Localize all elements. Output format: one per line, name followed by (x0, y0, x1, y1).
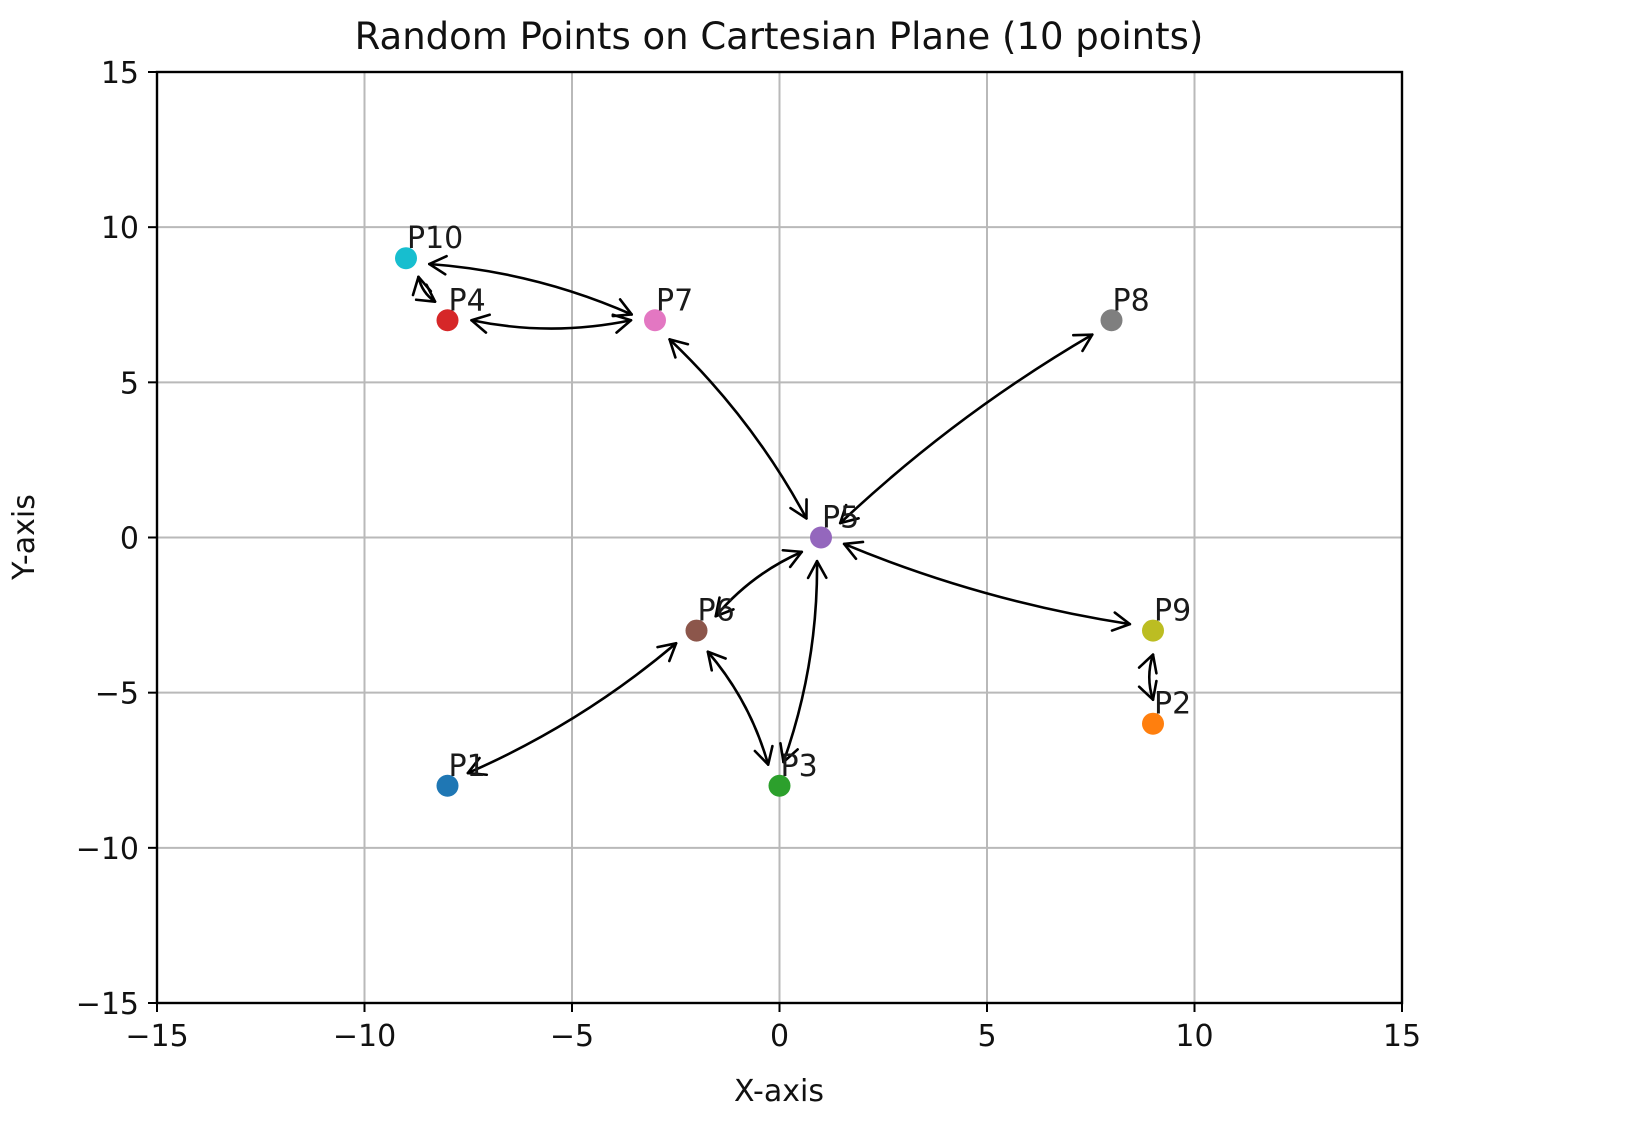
point-p3 (768, 774, 791, 797)
point-label-p1: P1 (449, 749, 486, 784)
arrow-p8-p5 (838, 333, 1094, 525)
arrow-head (1071, 333, 1094, 353)
point-label-p10: P10 (407, 221, 463, 256)
arrow-p3-p5 (782, 559, 819, 764)
point-p9 (1142, 619, 1164, 642)
point-label-p3: P3 (781, 749, 818, 784)
arrow-head (470, 313, 491, 334)
arrow-head (706, 650, 727, 672)
x-tick-label: −5 (550, 1019, 594, 1054)
axis-ticks: −15 −10 −5 0 5 10 15 −15 −10 −5 0 5 10 15 (76, 56, 1421, 1054)
point-p5 (810, 526, 832, 549)
point-label-p6: P6 (698, 594, 735, 629)
y-tick-label: −15 (76, 987, 139, 1022)
arrow-head (714, 596, 735, 618)
arrow-head (1110, 611, 1132, 632)
arrow-head (753, 744, 774, 766)
arrow-head (842, 540, 865, 561)
arrow-p1-p6 (466, 641, 678, 775)
point-label-p2: P2 (1154, 687, 1191, 722)
y-tick-label: 5 (120, 366, 139, 401)
arrow-head (838, 503, 860, 525)
x-tick-label: 5 (977, 1019, 996, 1054)
arrow-head (789, 498, 808, 520)
arrow-head (411, 275, 433, 297)
arrow-p6-p3 (706, 650, 770, 766)
point-p2 (1142, 712, 1164, 735)
point-p4 (436, 309, 459, 332)
x-tick-label: −10 (333, 1019, 396, 1054)
x-tick-label: 10 (1175, 1019, 1213, 1054)
y-tick-label: −5 (95, 677, 139, 712)
point-p10 (395, 247, 417, 270)
point-label-p5: P5 (822, 501, 859, 536)
y-axis-label: Y-axis (7, 494, 42, 581)
point-p8 (1100, 309, 1123, 332)
point-label-p4: P4 (449, 283, 486, 318)
arrow-p9-p5 (842, 542, 1132, 626)
arrow-head (611, 313, 633, 334)
point-p7 (644, 309, 666, 332)
annotation-arrows (411, 254, 1158, 777)
arrow-head (668, 338, 690, 359)
arrow-head (781, 548, 804, 569)
x-tick-label: −15 (125, 1019, 188, 1054)
y-tick-label: 0 (120, 522, 139, 557)
point-label-p7: P7 (656, 283, 693, 318)
arrow-head (779, 742, 799, 764)
point-label-p9: P9 (1154, 594, 1191, 629)
arrow-head (1137, 679, 1158, 701)
arrow-head (466, 756, 489, 777)
arrow-p10-p7 (427, 262, 634, 316)
x-tick-label: 15 (1383, 1019, 1421, 1054)
arrow-p9-p2 (1147, 653, 1155, 701)
arrow-p6-p5 (714, 550, 804, 618)
y-tick-label: 15 (101, 56, 139, 91)
point-label-p8: P8 (1113, 283, 1150, 318)
data-points: P1 P2 P3 P4 P5 P6 P7 P8 P9 P10 (395, 221, 1191, 797)
y-tick-label: −10 (76, 832, 139, 867)
point-p1 (436, 774, 459, 797)
x-tick-label: 0 (770, 1019, 789, 1054)
arrow-head (806, 559, 828, 580)
arrow-head (1137, 653, 1158, 675)
arrow-head (656, 641, 678, 663)
arrow-p4-p7 (470, 318, 633, 330)
point-p6 (685, 619, 708, 642)
chart-title: Random Points on Cartesian Plane (10 poi… (355, 15, 1204, 58)
y-tick-label: 10 (101, 211, 139, 246)
arrow-p7-p5 (668, 338, 808, 520)
x-axis-label: X-axis (734, 1074, 824, 1109)
grid (156, 71, 1403, 1004)
arrow-head (427, 254, 448, 276)
